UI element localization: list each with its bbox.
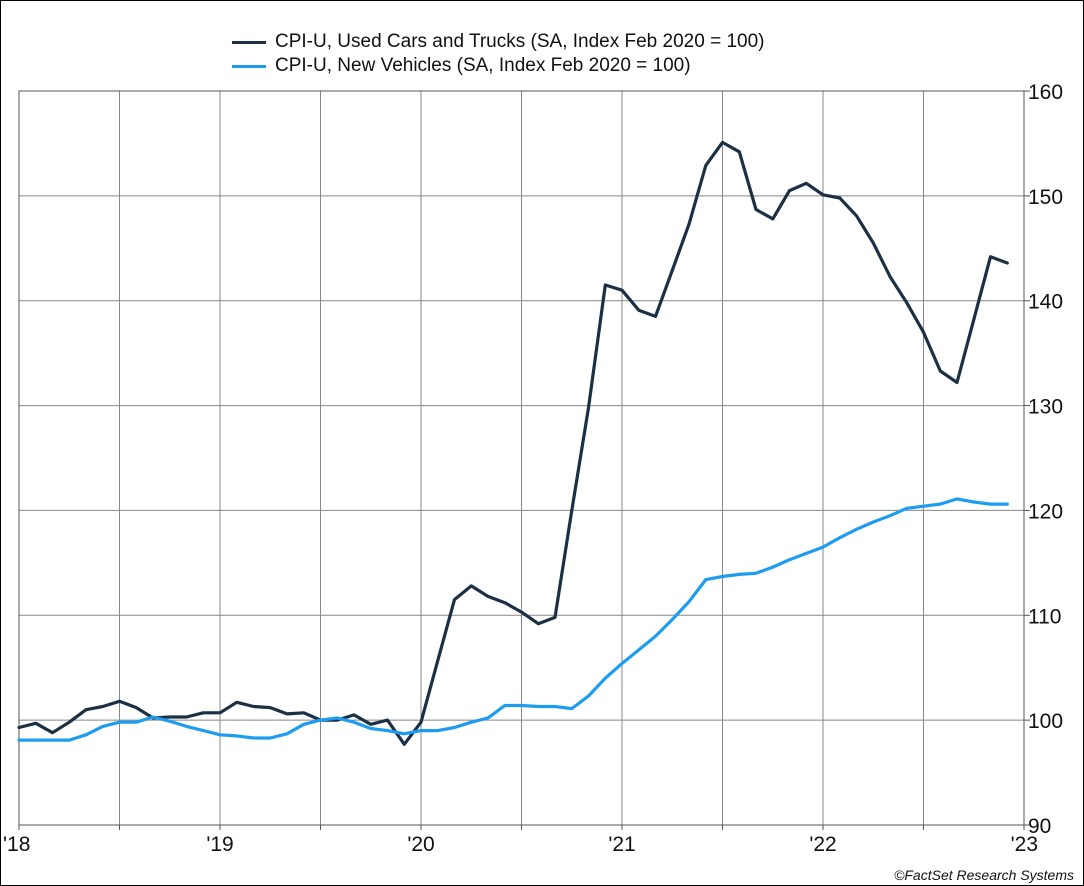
legend-label-used-cars: CPI-U, Used Cars and Trucks (SA, Index F…	[275, 31, 765, 52]
x-tick-label: '20	[407, 833, 434, 856]
y-axis-ticks: 90 100 110 120 130 140 150 160	[1024, 81, 1063, 838]
y-tick-label: 120	[1028, 500, 1063, 523]
y-tick-label: 140	[1028, 291, 1063, 314]
y-tick-label: 110	[1028, 605, 1061, 628]
y-tick-label: 160	[1028, 81, 1063, 104]
y-tick-label: 130	[1028, 396, 1063, 419]
legend-label-new-vehicles: CPI-U, New Vehicles (SA, Index Feb 2020 …	[275, 55, 691, 76]
series-line-new-vehicles	[17, 497, 1009, 742]
x-tick-label: '23	[1011, 833, 1038, 856]
legend-swatch-used-cars	[232, 40, 266, 44]
x-axis-ticks: '18 '19 '20 '21 '22 '23	[3, 825, 1038, 856]
y-tick-label: 150	[1028, 186, 1063, 209]
legend-swatch-new-vehicles	[232, 64, 266, 68]
legend-item-used-cars: CPI-U, Used Cars and Trucks (SA, Index F…	[232, 30, 764, 54]
source-credit: ©FactSet Research Systems	[894, 867, 1074, 883]
legend: CPI-U, Used Cars and Trucks (SA, Index F…	[232, 30, 764, 78]
y-tick-label: 90	[1028, 815, 1051, 838]
series-line-used-cars	[17, 140, 1009, 746]
x-tick-label: '21	[608, 833, 635, 856]
grid-lines	[19, 91, 1024, 825]
x-tick-label: '18	[3, 833, 30, 856]
legend-item-new-vehicles: CPI-U, New Vehicles (SA, Index Feb 2020 …	[232, 54, 764, 78]
series-lines	[17, 140, 1009, 746]
x-tick-label: '22	[809, 833, 836, 856]
x-tick-label: '19	[206, 833, 233, 856]
y-tick-label: 100	[1028, 710, 1063, 733]
